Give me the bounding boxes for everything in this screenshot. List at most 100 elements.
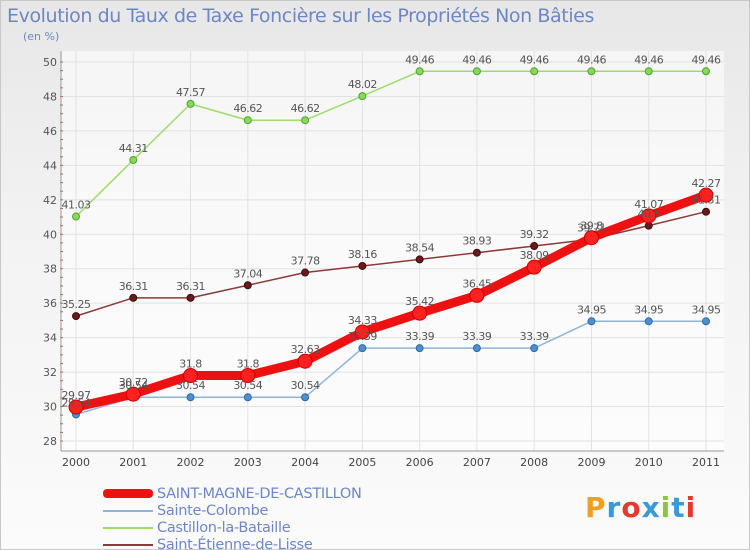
data-point-saint-magne-de-castillon [698,187,714,203]
chart-title: Evolution du Taux de Taxe Foncière sur l… [7,5,595,27]
data-label-sainte-colombe: 30.54 [176,379,205,392]
data-label-saint-magne-de-castillon: 38.09 [520,249,549,262]
data-point-castillon-la-bataille [186,99,195,108]
data-label-sainte-colombe: 30.54 [119,379,148,392]
y-tick-label: 30 [43,401,57,414]
data-point-saint-magne-de-castillon [526,259,542,275]
data-label-saint-magne-de-castillon: 41.07 [634,198,663,211]
data-point-sainte-colombe [358,344,367,353]
data-label-saint-etienne-de-lisse: 37.78 [291,255,320,268]
logo-letter: x [641,491,661,524]
y-tick-label: 38 [43,263,57,276]
data-point-castillon-la-bataille [415,67,424,76]
data-label-sainte-colombe: 33.39 [520,330,549,343]
x-tick-label: 2008 [520,456,548,469]
data-point-saint-etienne-de-lisse [358,261,367,270]
y-tick-label: 34 [43,332,57,345]
logo-letter: t [671,491,686,524]
data-point-saint-magne-de-castillon [240,368,256,384]
data-point-sainte-colombe [702,317,710,326]
logo-letter: r [606,491,622,524]
data-label-castillon-la-bataille: 49.46 [634,53,663,66]
data-label-saint-etienne-de-lisse: 36.31 [119,280,148,293]
data-point-saint-etienne-de-lisse [472,248,481,257]
data-label-saint-magne-de-castillon: 42.27 [692,177,721,190]
data-point-sainte-colombe [301,393,310,402]
data-point-saint-magne-de-castillon [183,368,199,384]
data-label-castillon-la-bataille: 49.46 [520,53,549,66]
x-tick-label: 2009 [577,456,605,469]
data-point-castillon-la-bataille [358,92,367,101]
data-point-saint-etienne-de-lisse [243,281,252,290]
data-label-sainte-colombe: 30.54 [291,379,320,392]
data-point-sainte-colombe [186,393,195,402]
data-label-saint-etienne-de-lisse: 38.93 [462,235,491,248]
legend-label: SAINT-MAGNE-DE-CASTILLON [157,485,362,502]
data-label-castillon-la-bataille: 49.46 [577,53,606,66]
data-point-sainte-colombe [243,393,252,402]
series-line-saint-magne-de-castillon [71,190,711,412]
legend-label: Saint-Étienne-de-Lisse [157,536,313,550]
data-point-sainte-colombe [530,344,539,353]
data-label-saint-etienne-de-lisse: 39.32 [520,228,549,241]
x-tick-label: 2010 [635,456,663,469]
legend-label: Castillon-la-Bataille [157,519,291,536]
logo-letter: i [660,491,672,524]
data-label-sainte-colombe: 34.95 [577,303,606,316]
y-tick-label: 48 [43,90,57,103]
data-point-saint-etienne-de-lisse [702,207,710,216]
data-label-castillon-la-bataille: 49.46 [692,53,721,66]
y-tick-label: 42 [43,194,57,207]
y-tick-label: 28 [43,435,57,448]
logo-letter: i [685,491,697,524]
data-point-saint-magne-de-castillon [68,399,84,415]
data-label-saint-magne-de-castillon: 32.63 [291,343,320,356]
data-label-saint-magne-de-castillon: 30.72 [119,376,148,389]
legend-swatch [103,509,153,512]
data-point-saint-magne-de-castillon [469,287,485,303]
data-label-sainte-colombe: 33.39 [405,330,434,343]
data-point-sainte-colombe [587,317,596,326]
data-label-saint-magne-de-castillon: 31.8 [179,358,202,371]
data-label-saint-etienne-de-lisse: 39.71 [577,221,606,234]
data-point-castillon-la-bataille [644,67,653,76]
data-label-saint-etienne-de-lisse: 38.16 [348,248,377,261]
data-label-saint-magne-de-castillon: 39.8 [580,220,603,233]
data-label-sainte-colombe: 30.54 [233,379,262,392]
x-tick-label: 2000 [62,456,90,469]
data-label-saint-etienne-de-lisse: 41.31 [692,194,721,207]
legend-label: Sainte-Colombe [157,502,269,519]
x-tick-label: 2005 [348,456,376,469]
x-tick-label: 2002 [177,456,205,469]
data-label-castillon-la-bataille: 48.02 [348,78,377,91]
data-point-castillon-la-bataille [129,156,138,165]
data-point-saint-etienne-de-lisse [415,255,424,264]
data-label-sainte-colombe: 34.95 [634,303,663,316]
unit-label: (en %) [23,30,60,43]
data-point-saint-etienne-de-lisse [186,293,195,302]
data-label-sainte-colombe: 29.54 [62,396,91,409]
data-label-saint-magne-de-castillon: 34.33 [348,314,377,327]
data-label-castillon-la-bataille: 41.03 [62,199,91,212]
data-point-castillon-la-bataille [243,116,252,125]
data-point-saint-etienne-de-lisse [72,312,80,321]
data-point-castillon-la-bataille [587,67,596,76]
y-tick-label: 50 [43,56,57,69]
data-point-castillon-la-bataille [530,67,539,76]
y-tick-label: 32 [43,366,57,379]
data-label-saint-etienne-de-lisse: 40.5 [637,208,660,221]
data-label-castillon-la-bataille: 47.57 [176,86,205,99]
data-point-saint-magne-de-castillon [412,305,428,321]
y-tick-label: 36 [43,297,57,310]
x-tick-label: 2006 [406,456,434,469]
legend-swatch [103,543,153,546]
series-line-castillon-la-bataille [75,70,707,218]
x-tick-label: 2001 [119,456,147,469]
x-tick-label: 2011 [692,456,720,469]
x-tick-label: 2003 [234,456,262,469]
series-line-sainte-colombe [75,320,707,416]
data-point-saint-magne-de-castillon [583,230,599,246]
data-label-saint-magne-de-castillon: 29.97 [62,389,91,402]
data-label-sainte-colombe: 33.39 [348,330,377,343]
